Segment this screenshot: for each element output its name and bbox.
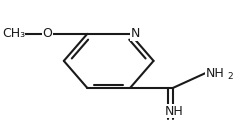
Text: NH: NH xyxy=(165,105,183,118)
Text: O: O xyxy=(43,27,52,40)
Text: CH₃: CH₃ xyxy=(2,27,25,40)
Text: N: N xyxy=(131,27,140,40)
Text: NH: NH xyxy=(205,67,224,79)
Text: 2: 2 xyxy=(227,72,233,81)
